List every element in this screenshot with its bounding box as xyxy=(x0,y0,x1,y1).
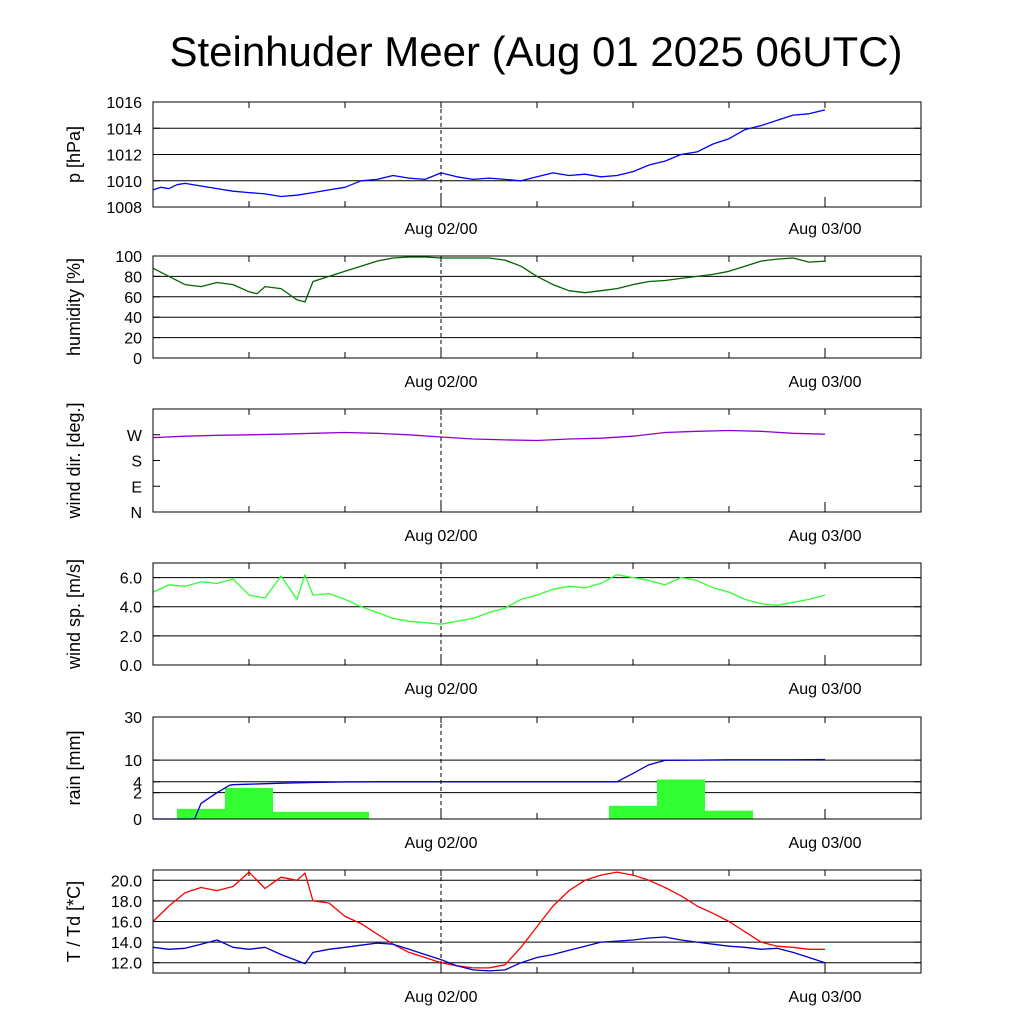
panel-pressure: 1008 1010 1012 1014 1016 Aug 02/00 Aug 03/00 p … xyxy=(64,95,922,238)
y-tick-label: 1014 xyxy=(106,121,142,138)
panel-temperature: 12.0 14.0 16.0 18.0 20.0 Aug 02/00 Aug 03/00 T … xyxy=(64,869,922,1006)
y-tick-label: 18.0 xyxy=(111,894,142,911)
y-tick-label: 100 xyxy=(115,249,142,266)
series-line-temperature-1 xyxy=(152,936,826,972)
series-line-rain-0 xyxy=(153,758,826,820)
rain-bar xyxy=(657,779,705,819)
series-line-wind_speed-0 xyxy=(152,574,826,625)
series-line-humidity-0 xyxy=(152,256,826,303)
x-tick-label: Aug 03/00 xyxy=(789,989,862,1006)
y-tick-label: 6.0 xyxy=(120,571,142,588)
y-tick-label: 80 xyxy=(124,269,142,286)
panel-rain: 0 24 10 30 Aug 02/00 Aug 03/00 rain [mm] xyxy=(64,710,922,852)
series-line-wind_direction-0 xyxy=(152,429,826,442)
panel-frame xyxy=(152,716,922,820)
y-tick-label: 1012 xyxy=(106,148,142,165)
y-tick-label: 0.0 xyxy=(120,658,142,675)
rain-bar xyxy=(177,808,225,819)
y-tick-label: E xyxy=(131,479,142,496)
y-tick-label: W xyxy=(127,428,143,445)
y-tick-label: 40 xyxy=(124,310,142,327)
y-axis-label: wind dir. [deg.] xyxy=(64,402,84,519)
y-tick-label: 0 xyxy=(133,351,142,368)
rain-bar xyxy=(273,811,369,819)
rain-bar xyxy=(705,810,753,819)
y-tick-label: 20 xyxy=(124,331,142,348)
x-tick-label: Aug 02/00 xyxy=(405,528,478,545)
x-tick-label: Aug 03/00 xyxy=(789,528,862,545)
x-tick-label: Aug 02/00 xyxy=(405,374,478,391)
x-tick-label: Aug 02/00 xyxy=(405,989,478,1006)
x-tick-label: Aug 03/00 xyxy=(789,835,862,852)
x-tick-label: Aug 03/00 xyxy=(789,681,862,698)
panel-humidity: 0 20 40 60 80 100 Aug 02/00 Aug 03/00 humidity [… xyxy=(64,249,922,391)
panel-frame xyxy=(152,562,922,666)
rain-bar xyxy=(225,787,273,819)
chart-panels: 1008 1010 1012 1014 1016 Aug 02/00 Aug 03/00 p … xyxy=(64,95,922,1006)
y-tick-label: N xyxy=(130,505,142,522)
y-tick-label: 1016 xyxy=(106,95,142,112)
y-tick-label: 20.0 xyxy=(111,873,142,890)
y-tick-label: 60 xyxy=(124,290,142,307)
y-axis-label: wind sp. [m/s] xyxy=(64,559,84,670)
x-tick-label: Aug 02/00 xyxy=(405,835,478,852)
x-tick-label: Aug 02/00 xyxy=(405,681,478,698)
panel-frame xyxy=(152,869,922,974)
y-tick-label: 10 xyxy=(124,753,142,770)
y-axis-label: p [hPa] xyxy=(64,126,84,183)
series-line-pressure-0 xyxy=(152,109,826,198)
y-axis-label: rain [mm] xyxy=(64,730,84,805)
y-tick-label: 30 xyxy=(124,710,142,727)
y-tick-label: 4 xyxy=(133,775,142,792)
series-line-temperature-0 xyxy=(152,871,825,969)
y-tick-label: 14.0 xyxy=(111,935,142,952)
x-tick-label: Aug 03/00 xyxy=(789,221,862,238)
chart-title: Steinhuder Meer (Aug 01 2025 06UTC) xyxy=(169,28,902,75)
x-tick-label: Aug 02/00 xyxy=(405,221,478,238)
y-tick-label: 2 xyxy=(133,786,142,803)
y-axis-label: T / Td [*C] xyxy=(64,881,84,962)
panel-frame xyxy=(152,101,922,208)
rain-bar xyxy=(609,805,657,819)
panel-frame xyxy=(152,255,922,359)
y-tick-label: 12.0 xyxy=(111,956,142,973)
panel-frame xyxy=(152,408,922,513)
y-axis-label: humidity [%] xyxy=(64,258,84,356)
y-tick-label: 1010 xyxy=(106,174,142,191)
y-tick-label: 16.0 xyxy=(111,915,142,932)
y-tick-label: 0 xyxy=(133,812,142,829)
x-tick-label: Aug 03/00 xyxy=(789,374,862,391)
y-tick-label: 4.0 xyxy=(120,600,142,617)
panel-wind_speed: 0.0 2.0 4.0 6.0 Aug 02/00 Aug 03/00 wind sp. [… xyxy=(64,559,922,698)
y-tick-label: 2.0 xyxy=(120,629,142,646)
y-tick-label: 1008 xyxy=(106,200,142,217)
y-tick-label: S xyxy=(131,454,142,471)
